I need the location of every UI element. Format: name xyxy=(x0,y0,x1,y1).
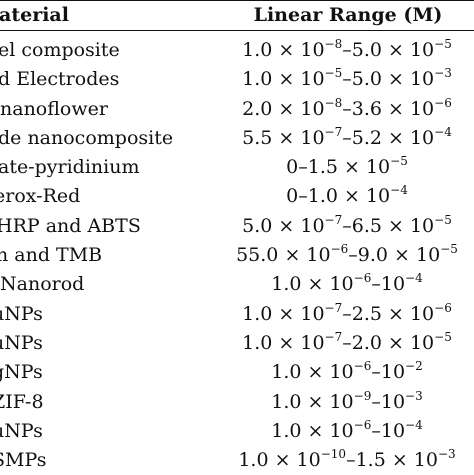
material-cell: gNPs xyxy=(0,361,43,384)
material-cell: uNPs xyxy=(0,331,43,354)
table-row: uNPs 1.0 × 10−7–2.5 × 10−6 xyxy=(0,300,474,329)
table-header: Material Linear Range (M) xyxy=(0,0,474,30)
header-material: Material xyxy=(0,4,69,26)
linear-range-cell: 0–1.5 × 10−5 xyxy=(286,154,408,179)
table-row: de nanocomposite 5.5 × 10−7–5.2 × 10−4 xyxy=(0,124,474,153)
material-cell: uNPs xyxy=(0,302,43,325)
linear-range-cell: 5.0 × 10−7–6.5 × 10−5 xyxy=(242,212,452,237)
linear-range-cell: 1.0 × 10−6–10−4 xyxy=(271,417,423,442)
linear-range-cell: 1.0 × 10−5–5.0 × 10−3 xyxy=(242,66,452,91)
material-cell: SMPs xyxy=(0,449,47,472)
material-cell: nanoflower xyxy=(0,97,108,120)
material-cell: ate-pyridinium xyxy=(0,156,140,179)
table-row: d Electrodes 1.0 × 10−5–5.0 × 10−3 xyxy=(0,65,474,94)
material-cell: n and TMB xyxy=(0,244,103,267)
material-cell: de nanocomposite xyxy=(0,126,174,149)
linear-range-cell: 0–1.0 × 10−4 xyxy=(286,183,408,208)
linear-range-cell: 55.0 × 10−6–9.0 × 10−5 xyxy=(236,242,458,267)
material-cell: ZIF-8 xyxy=(0,390,44,413)
linear-range-cell: 2.0 × 10−8–3.6 × 10−6 xyxy=(242,95,452,120)
linear-range-cell: 1.0 × 10−6–10−4 xyxy=(271,271,423,296)
table-row: nanoflower 2.0 × 10−8–3.6 × 10−6 xyxy=(0,95,474,124)
table-row: n and TMB 55.0 × 10−6–9.0 × 10−5 xyxy=(0,241,474,270)
table-row: HRP and ABTS 5.0 × 10−7–6.5 × 10−5 xyxy=(0,212,474,241)
material-cell: uNPs xyxy=(0,419,43,442)
table-row: ZIF-8 1.0 × 10−9–10−3 xyxy=(0,388,474,417)
material-cell: Nanorod xyxy=(0,273,85,296)
header-linear-range: Linear Range (M) xyxy=(253,4,443,26)
linear-range-cell: 1.0 × 10−6–10−2 xyxy=(271,359,423,384)
linear-range-cell: 1.0 × 10−9–10−3 xyxy=(271,388,423,413)
table-body: el composite 1.0 × 10−8–5.0 × 10−5 d Elect… xyxy=(0,36,474,475)
table-row: SMPs 1.0 × 10−10–1.5 × 10−3 xyxy=(0,446,474,475)
table-row: el composite 1.0 × 10−8–5.0 × 10−5 xyxy=(0,36,474,65)
table-row: Nanorod 1.0 × 10−6–10−4 xyxy=(0,270,474,299)
table-row: gNPs 1.0 × 10−6–10−2 xyxy=(0,358,474,387)
material-cell: d Electrodes xyxy=(0,68,120,91)
linear-range-cell: 1.0 × 10−7–2.5 × 10−6 xyxy=(242,300,452,325)
table-row: uNPs 1.0 × 10−6–10−4 xyxy=(0,417,474,446)
linear-range-cell: 5.5 × 10−7–5.2 × 10−4 xyxy=(242,124,452,149)
linear-range-cell: 1.0 × 10−7–2.0 × 10−5 xyxy=(242,329,452,354)
material-cell: HRP and ABTS xyxy=(0,214,141,237)
table-row: ate-pyridinium 0–1.5 × 10−5 xyxy=(0,153,474,182)
table-top-rule xyxy=(0,0,474,1)
material-cell: el composite xyxy=(0,39,120,61)
linear-range-cell: 1.0 × 10−8–5.0 × 10−5 xyxy=(242,37,452,61)
table-header-rule xyxy=(0,30,474,31)
material-cell: erox-Red xyxy=(0,185,81,208)
table-row: erox-Red 0–1.0 × 10−4 xyxy=(0,182,474,211)
linear-range-cell: 1.0 × 10−10–1.5 × 10−3 xyxy=(238,447,456,472)
table-row: uNPs 1.0 × 10−7–2.0 × 10−5 xyxy=(0,329,474,358)
